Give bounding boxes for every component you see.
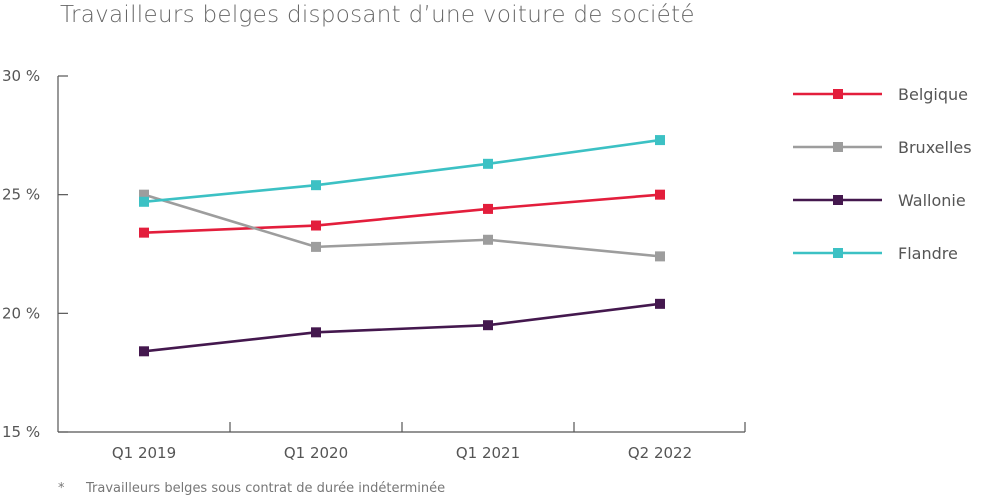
x-tick-label: Q1 2021 bbox=[456, 444, 520, 462]
series-flandre bbox=[139, 135, 665, 207]
data-point bbox=[139, 189, 149, 200]
series-bruxelles bbox=[139, 189, 665, 262]
data-point bbox=[311, 180, 321, 191]
footnote-text: Travailleurs belges sous contrat de duré… bbox=[86, 481, 446, 496]
data-point bbox=[483, 203, 493, 214]
data-point bbox=[483, 320, 493, 331]
legend-swatch-marker bbox=[833, 248, 843, 258]
y-tick-label: 20 % bbox=[2, 304, 40, 322]
data-point bbox=[483, 234, 493, 245]
footnote-marker: * bbox=[58, 481, 65, 496]
chart-title: Travailleurs belges disposant d’une voit… bbox=[60, 2, 695, 28]
chart-legend: Belgique Bruxelles Wallonie Flandre bbox=[793, 85, 972, 263]
legend-item-bruxelles: Bruxelles bbox=[793, 138, 972, 157]
legend-label: Wallonie bbox=[898, 191, 966, 210]
data-point bbox=[311, 327, 321, 338]
legend-item-belgique: Belgique bbox=[793, 85, 968, 104]
chart-axes: 15 % 20 % 25 % 30 % Q1 2019 Q1 2020 Q1 2021 Q2 … bbox=[2, 67, 746, 462]
legend-swatch-marker bbox=[833, 195, 843, 205]
data-point bbox=[655, 189, 665, 200]
legend-label: Flandre bbox=[898, 244, 958, 263]
legend-item-flandre: Flandre bbox=[793, 244, 958, 263]
series-line bbox=[143, 302, 661, 353]
footnote: * Travailleurs belges sous contrat de dur… bbox=[58, 481, 445, 496]
data-point bbox=[655, 298, 665, 309]
legend-swatch-marker bbox=[833, 142, 843, 152]
series-line bbox=[143, 138, 661, 204]
legend-label: Belgique bbox=[898, 85, 968, 104]
data-point bbox=[311, 241, 321, 252]
data-point bbox=[311, 220, 321, 231]
x-tick-label: Q1 2019 bbox=[112, 444, 176, 462]
data-point bbox=[655, 135, 665, 146]
data-point bbox=[655, 251, 665, 262]
y-tick-label: 25 % bbox=[2, 186, 40, 204]
series-belgique bbox=[139, 189, 665, 238]
x-tick-label: Q1 2020 bbox=[284, 444, 348, 462]
legend-swatch-marker bbox=[833, 89, 843, 99]
y-tick-label: 30 % bbox=[2, 67, 40, 85]
data-point bbox=[139, 196, 149, 207]
y-tick-label: 15 % bbox=[2, 423, 40, 441]
x-tick-label: Q2 2022 bbox=[628, 444, 692, 462]
series-wallonie bbox=[139, 298, 665, 357]
legend-item-wallonie: Wallonie bbox=[793, 191, 966, 210]
series-line bbox=[143, 193, 661, 234]
data-point bbox=[139, 346, 149, 357]
data-point bbox=[483, 158, 493, 169]
series-line bbox=[143, 193, 661, 258]
series-layer bbox=[139, 135, 665, 357]
legend-label: Bruxelles bbox=[898, 138, 972, 157]
data-point bbox=[139, 227, 149, 238]
